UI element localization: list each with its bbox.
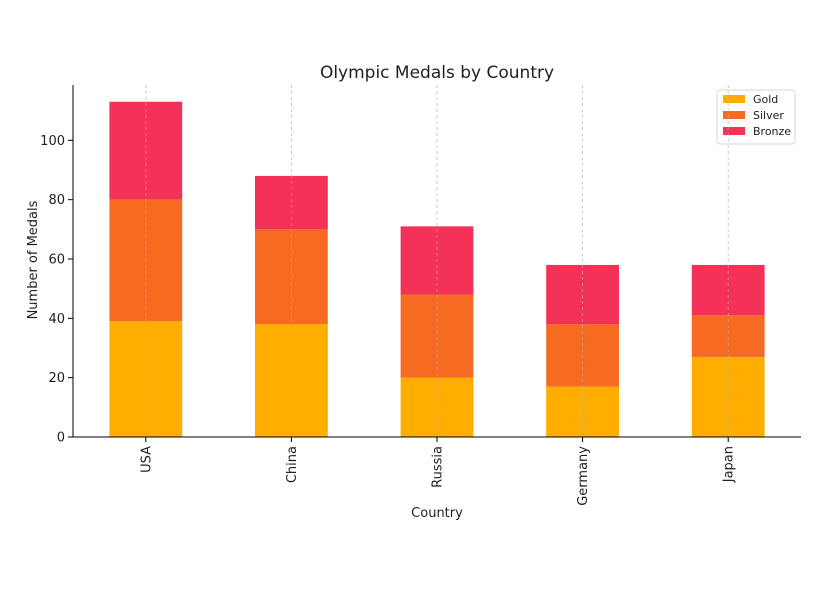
- y-axis-label: Number of Medals: [26, 200, 41, 319]
- bar-bronze-china: [255, 175, 328, 230]
- y-tick-label: 0: [57, 431, 65, 446]
- legend-swatch-silver: [723, 111, 745, 119]
- ticks-layer: 0 20 40 60 80 100 USA China Russia Germany Japan: [40, 134, 737, 506]
- y-tick-label: 60: [48, 252, 65, 267]
- chart-title: Olympic Medals by Country: [320, 63, 554, 83]
- x-axis-label: Country: [411, 506, 463, 521]
- legend-swatch-bronze: [723, 127, 745, 135]
- legend-label-silver: Silver: [753, 109, 784, 122]
- y-tick-label: 20: [48, 371, 65, 386]
- x-tick-label: Japan: [722, 446, 737, 483]
- x-tick-label: USA: [139, 446, 154, 473]
- y-tick-label: 100: [40, 134, 65, 149]
- y-tick-label: 40: [48, 312, 65, 327]
- legend-label-bronze: Bronze: [753, 125, 791, 138]
- y-tick-label: 80: [48, 193, 65, 208]
- x-tick-label: Russia: [431, 446, 446, 488]
- x-tick-label: Germany: [576, 446, 591, 506]
- x-tick-label: China: [285, 446, 300, 483]
- legend-label-gold: Gold: [753, 93, 778, 106]
- legend-swatch-gold: [723, 95, 745, 103]
- legend: Gold Silver Bronze: [716, 89, 796, 145]
- grid-layer: [145, 85, 729, 437]
